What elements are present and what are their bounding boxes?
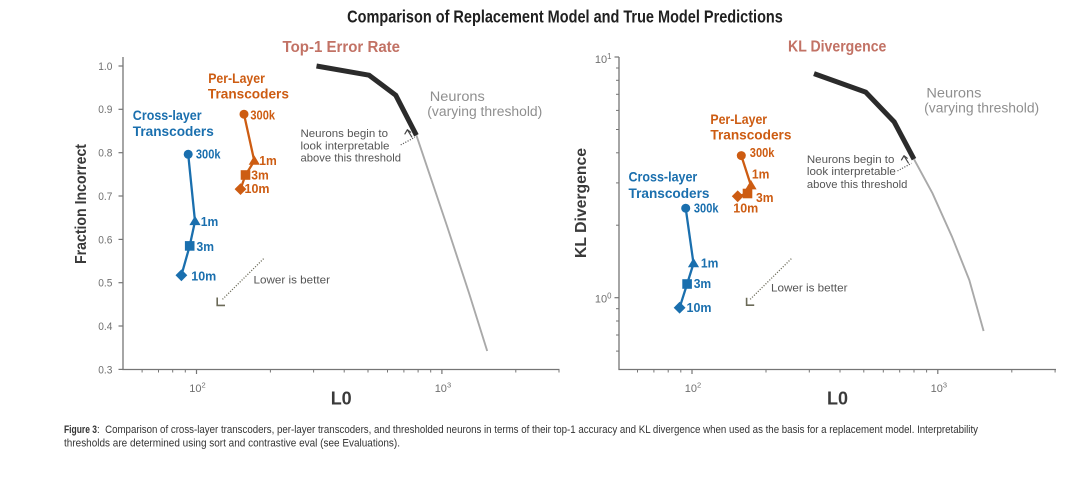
svg-text:0.4: 0.4 bbox=[98, 321, 112, 333]
svg-text:Per-Layer: Per-Layer bbox=[208, 70, 265, 86]
svg-text:300k: 300k bbox=[196, 147, 221, 161]
svg-text:0.8: 0.8 bbox=[98, 148, 112, 160]
svg-text:above this threshold: above this threshold bbox=[807, 179, 908, 191]
svg-text:Lower is better: Lower is better bbox=[771, 283, 848, 295]
svg-text:KL Divergence: KL Divergence bbox=[788, 39, 886, 56]
svg-text:Top-1 Error Rate: Top-1 Error Rate bbox=[283, 39, 401, 56]
svg-text:1m: 1m bbox=[752, 167, 770, 181]
svg-text:0.3: 0.3 bbox=[98, 364, 112, 376]
svg-text:Transcoders: Transcoders bbox=[208, 85, 289, 101]
svg-text:1m: 1m bbox=[201, 215, 219, 229]
svg-text:: Comparison of cross-layer t: : Comparison of cross-layer transcoders,… bbox=[97, 424, 978, 436]
svg-text:300k: 300k bbox=[250, 108, 275, 122]
svg-text:10m: 10m bbox=[733, 201, 758, 215]
svg-text:1m: 1m bbox=[259, 154, 277, 168]
svg-text:Neurons: Neurons bbox=[430, 89, 485, 104]
svg-text:Transcoders: Transcoders bbox=[710, 127, 791, 143]
svg-text:Figure 3: Figure 3 bbox=[64, 424, 97, 436]
svg-text:1.0: 1.0 bbox=[98, 61, 112, 73]
svg-text:3m: 3m bbox=[251, 168, 268, 182]
svg-text:3m: 3m bbox=[756, 191, 774, 205]
svg-text:look interpretable: look interpretable bbox=[807, 166, 896, 178]
svg-text:0.6: 0.6 bbox=[98, 234, 112, 246]
svg-text:Fraction Incorrect: Fraction Incorrect bbox=[73, 143, 90, 264]
svg-text:Comparison of Replacement Mode: Comparison of Replacement Model and True… bbox=[347, 6, 783, 26]
svg-text:Neurons: Neurons bbox=[926, 85, 981, 100]
svg-text:L0: L0 bbox=[827, 388, 848, 408]
svg-text:10m: 10m bbox=[245, 182, 270, 196]
svg-text:(varying threshold): (varying threshold) bbox=[924, 100, 1039, 115]
svg-text:thresholds are determined usin: thresholds are determined using sort and… bbox=[64, 438, 400, 450]
svg-text:Cross-layer: Cross-layer bbox=[629, 169, 698, 185]
svg-text:Transcoders: Transcoders bbox=[133, 123, 214, 139]
svg-text:above this threshold: above this threshold bbox=[301, 152, 402, 164]
svg-text:Neurons begin to: Neurons begin to bbox=[807, 154, 895, 166]
svg-text:Lower is better: Lower is better bbox=[254, 275, 331, 287]
svg-text:300k: 300k bbox=[750, 146, 775, 160]
svg-text:Per-Layer: Per-Layer bbox=[710, 111, 767, 127]
svg-text:(varying threshold): (varying threshold) bbox=[427, 104, 542, 119]
svg-text:Cross-layer: Cross-layer bbox=[133, 107, 202, 123]
svg-text:10m: 10m bbox=[687, 301, 712, 315]
svg-text:KL Divergence: KL Divergence bbox=[573, 148, 590, 258]
svg-text:0.7: 0.7 bbox=[98, 191, 112, 203]
svg-text:Neurons begin to: Neurons begin to bbox=[301, 128, 389, 140]
svg-text:3m: 3m bbox=[694, 277, 712, 291]
svg-text:0.5: 0.5 bbox=[98, 278, 112, 290]
svg-text:look interpretable: look interpretable bbox=[301, 140, 390, 152]
svg-text:1m: 1m bbox=[701, 256, 719, 270]
svg-text:L0: L0 bbox=[331, 388, 352, 408]
svg-text:0.9: 0.9 bbox=[98, 104, 112, 116]
svg-text:10m: 10m bbox=[191, 269, 216, 283]
svg-text:Transcoders: Transcoders bbox=[629, 185, 710, 201]
svg-text:3m: 3m bbox=[197, 240, 215, 254]
svg-text:300k: 300k bbox=[694, 202, 719, 216]
